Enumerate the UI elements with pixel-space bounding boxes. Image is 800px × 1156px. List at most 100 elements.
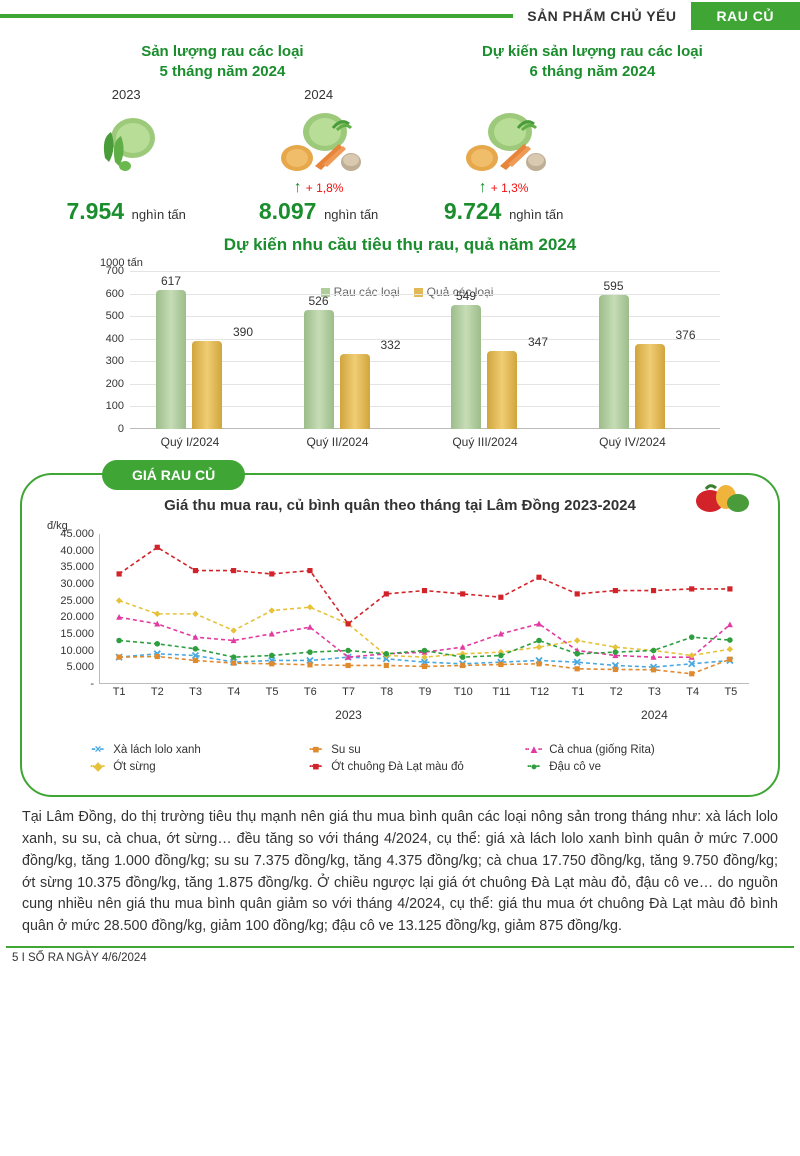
line-xtick: T1 — [572, 683, 585, 698]
bar-chart: 1000 tấn 0100200300400500600700 617 390 … — [40, 257, 760, 467]
line-ytick: - — [48, 678, 94, 690]
line-ytick: 30.000 — [48, 578, 94, 590]
vegetable-icon — [415, 106, 593, 178]
stat-value-row: 9.724 nghìn tấn — [415, 198, 593, 225]
bar-qua: 332 — [340, 354, 370, 429]
bar-qua: 390 — [192, 341, 222, 429]
line-xtick: T9 — [419, 683, 432, 698]
bar-rau: 549 — [451, 305, 481, 429]
line-ytick: 10.000 — [48, 645, 94, 657]
line-xtick: T4 — [227, 683, 240, 698]
stat-value: 8.097 — [259, 198, 317, 224]
price-tab: GIÁ RAU CỦ — [102, 460, 245, 490]
bar-value: 526 — [299, 294, 339, 308]
line-ytick: 15.000 — [48, 628, 94, 640]
bar-value: 595 — [594, 279, 634, 293]
bar-qua: 376 — [635, 344, 665, 429]
price-panel: GIÁ RAU CỦ Giá thu mua rau, củ bình quân… — [20, 473, 780, 797]
legend-item: ··▲·· Cà chua (giống Rita) — [522, 742, 740, 759]
stat-value: 9.724 — [444, 198, 502, 224]
bar-ytick: 300 — [88, 355, 124, 367]
bar-value: 376 — [666, 328, 706, 342]
line-xtick: T7 — [342, 683, 355, 698]
line-legend: ··×·· Xà lách lolo xanh··■·· Su su··▲·· … — [42, 712, 758, 781]
page-footer: 5 I SỐ RA NGÀY 4/6/2024 — [6, 946, 794, 970]
veg-corner-icon — [692, 479, 754, 518]
line-ytick: 20.000 — [48, 611, 94, 623]
analysis-text: Tại Lâm Đồng, do thị trường tiêu thụ mạn… — [0, 807, 800, 945]
line-xtick: T5 — [724, 683, 737, 698]
line-xtick: T3 — [648, 683, 661, 698]
bar-value: 549 — [446, 289, 486, 303]
bar-xlabel: Quý IV/2024 — [583, 429, 683, 449]
stat-delta: + 1,8% — [306, 181, 344, 195]
stat-value: 7.954 — [66, 198, 124, 224]
legend-item: ··●·· Đậu cô ve — [522, 759, 740, 776]
line-year-label: 2024 — [641, 708, 668, 722]
stat-year — [415, 87, 593, 102]
bar-rau: 526 — [304, 310, 334, 429]
line-year-label: 2023 — [335, 708, 362, 722]
arrow-up-icon: ↑ — [479, 180, 487, 196]
line-xtick: T5 — [266, 683, 279, 698]
bar-value: 332 — [371, 338, 411, 352]
page-header: SẢN PHẨM CHỦ YẾU RAU CỦ — [0, 0, 800, 32]
header-rule — [0, 14, 513, 18]
bar-value: 617 — [151, 274, 191, 288]
legend-item: ··■·· Su su — [304, 742, 522, 759]
stat-value-row: 8.097 nghìn tấn — [222, 198, 414, 225]
line-xtick: T2 — [610, 683, 623, 698]
vegetable-icon — [222, 106, 414, 178]
barchart-title: Dự kiến nhu cầu tiêu thụ rau, quả năm 20… — [0, 235, 800, 255]
bar-ytick: 500 — [88, 310, 124, 322]
line-xtick: T8 — [380, 683, 393, 698]
line-ytick: 5.000 — [48, 661, 94, 673]
line-xtick: T2 — [151, 683, 164, 698]
legend-item: ··■·· Ớt chuông Đà Lạt màu đỏ — [304, 759, 522, 776]
line-chart-title: Giá thu mua rau, củ bình quân theo tháng… — [42, 497, 758, 514]
bar-ytick: 0 — [88, 423, 124, 435]
legend-item: ··×·· Xà lách lolo xanh — [86, 742, 304, 759]
arrow-up-icon: ↑ — [294, 180, 302, 196]
stat-year: 2023 — [30, 87, 222, 102]
bar-ytick: 700 — [88, 265, 124, 277]
legend-item: ··◆·· Ớt sừng — [86, 759, 304, 776]
vegetable-icon — [30, 106, 222, 178]
bar-ytick: 100 — [88, 400, 124, 412]
bar-value: 390 — [223, 325, 263, 339]
stat-delta: + 1,3% — [491, 181, 529, 195]
stat-year: 2024 — [222, 87, 414, 102]
right-title: Dự kiến sản lượng rau các loại6 tháng nă… — [415, 42, 770, 81]
line-xtick: T11 — [492, 683, 510, 698]
line-ytick: 25.000 — [48, 595, 94, 607]
line-ytick: 40.000 — [48, 545, 94, 557]
line-xtick: T1 — [113, 683, 126, 698]
stat-cell: 2024 ↑ + 1,8% 8.097 nghìn tấn — [222, 87, 414, 225]
bar-qua: 347 — [487, 351, 517, 429]
line-xtick: T12 — [530, 683, 549, 698]
bar-rau: 617 — [156, 290, 186, 429]
bar-xlabel: Quý III/2024 — [435, 429, 535, 449]
bar-rau: 595 — [599, 295, 629, 429]
line-ytick: 35.000 — [48, 561, 94, 573]
stat-cell: 2023 7.954 nghìn tấn — [30, 87, 222, 225]
stat-unit: nghìn tấn — [509, 207, 563, 222]
stat-unit: nghìn tấn — [132, 207, 186, 222]
line-xtick: T6 — [304, 683, 317, 698]
stat-cell: ↑ + 1,3% 9.724 nghìn tấn — [415, 87, 593, 225]
stat-unit: nghìn tấn — [324, 207, 378, 222]
bar-xlabel: Quý II/2024 — [288, 429, 388, 449]
line-ytick: 45.000 — [48, 528, 94, 540]
bar-ytick: 200 — [88, 378, 124, 390]
left-title: Sản lượng rau các loại5 tháng năm 2024 — [30, 42, 415, 81]
bar-ytick: 400 — [88, 333, 124, 345]
line-xtick: T10 — [454, 683, 473, 698]
section-title: SẢN PHẨM CHỦ YẾU — [513, 8, 690, 24]
bar-xlabel: Quý I/2024 — [140, 429, 240, 449]
line-chart: đ/kg -5.00010.00015.00020.00025.00030.00… — [45, 520, 755, 712]
bar-value: 347 — [518, 335, 558, 349]
bar-ytick: 600 — [88, 288, 124, 300]
stat-value-row: 7.954 nghìn tấn — [30, 198, 222, 225]
line-xtick: T3 — [189, 683, 202, 698]
top-stats: Sản lượng rau các loại5 tháng năm 2024 2… — [0, 32, 800, 229]
